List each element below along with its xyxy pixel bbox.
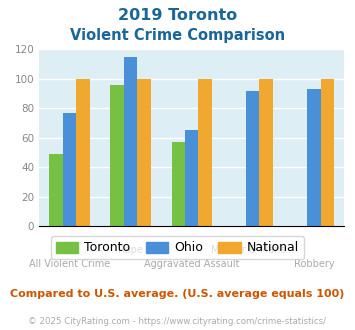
Text: 2019 Toronto: 2019 Toronto xyxy=(118,8,237,23)
Bar xyxy=(260,79,273,226)
Text: Compared to U.S. average. (U.S. average equals 100): Compared to U.S. average. (U.S. average … xyxy=(10,289,345,299)
Bar xyxy=(63,113,76,226)
Text: Murder & Mans...: Murder & Mans... xyxy=(211,246,295,255)
Bar xyxy=(137,79,151,226)
Text: All Violent Crime: All Violent Crime xyxy=(29,259,110,269)
Bar xyxy=(321,79,334,226)
Bar xyxy=(185,130,198,226)
Bar xyxy=(307,89,321,226)
Text: Violent Crime Comparison: Violent Crime Comparison xyxy=(70,28,285,43)
Text: Aggravated Assault: Aggravated Assault xyxy=(144,259,240,269)
Bar xyxy=(246,91,260,226)
Bar xyxy=(110,85,124,226)
Bar xyxy=(198,79,212,226)
Text: Robbery: Robbery xyxy=(294,259,334,269)
Text: Rape: Rape xyxy=(118,246,143,255)
Text: © 2025 CityRating.com - https://www.cityrating.com/crime-statistics/: © 2025 CityRating.com - https://www.city… xyxy=(28,317,327,326)
Bar xyxy=(49,154,63,226)
Legend: Toronto, Ohio, National: Toronto, Ohio, National xyxy=(51,236,304,259)
Bar xyxy=(124,57,137,226)
Bar xyxy=(171,142,185,226)
Bar xyxy=(76,79,90,226)
